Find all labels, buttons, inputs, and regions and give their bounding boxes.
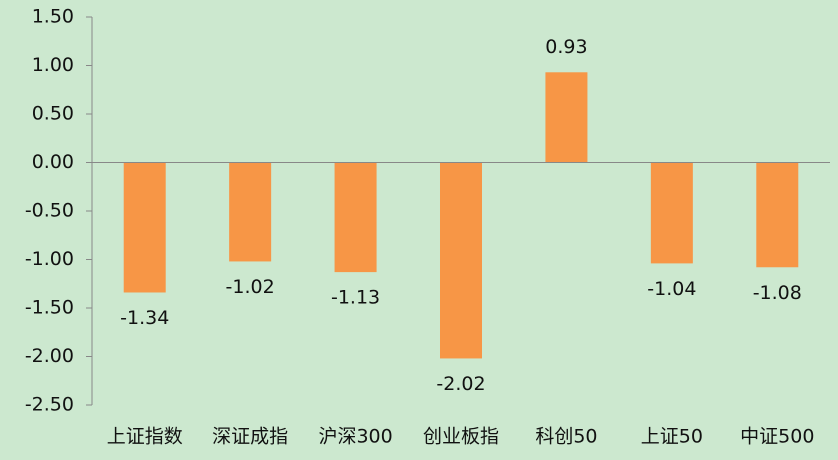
y-tick-label: -1.00 [25, 248, 74, 270]
x-tick-label: 上证指数 [107, 426, 183, 448]
y-tick-label: -1.50 [25, 297, 74, 319]
data-label: -2.02 [436, 373, 485, 395]
bar [123, 162, 166, 293]
y-tick-label: 0.50 [32, 103, 74, 125]
bar [334, 162, 377, 273]
bar [650, 162, 693, 264]
y-tick-label: -2.50 [25, 394, 74, 416]
y-tick-label: 1.00 [32, 54, 74, 76]
bar [440, 162, 482, 359]
data-label: 0.93 [545, 36, 587, 58]
data-label: -1.08 [753, 282, 802, 304]
data-label: -1.13 [331, 287, 380, 309]
x-tick-label: 创业板指 [423, 426, 499, 448]
x-tick-label: 深证成指 [212, 426, 288, 448]
data-label: -1.04 [647, 278, 696, 300]
bar [229, 162, 272, 262]
y-tick-label: -0.50 [25, 200, 74, 222]
x-tick-label: 上证50 [641, 426, 703, 448]
bar [756, 162, 799, 268]
y-tick-label: -2.00 [25, 345, 74, 367]
data-label: -1.34 [120, 307, 169, 329]
y-tick-label: 1.50 [32, 6, 74, 28]
data-label: -1.02 [226, 276, 275, 298]
x-tick-label: 沪深300 [318, 426, 392, 448]
bar [545, 72, 588, 163]
x-tick-label: 科创50 [535, 426, 597, 448]
y-tick-label: 0.00 [32, 151, 74, 173]
x-tick-label: 中证500 [740, 426, 814, 448]
